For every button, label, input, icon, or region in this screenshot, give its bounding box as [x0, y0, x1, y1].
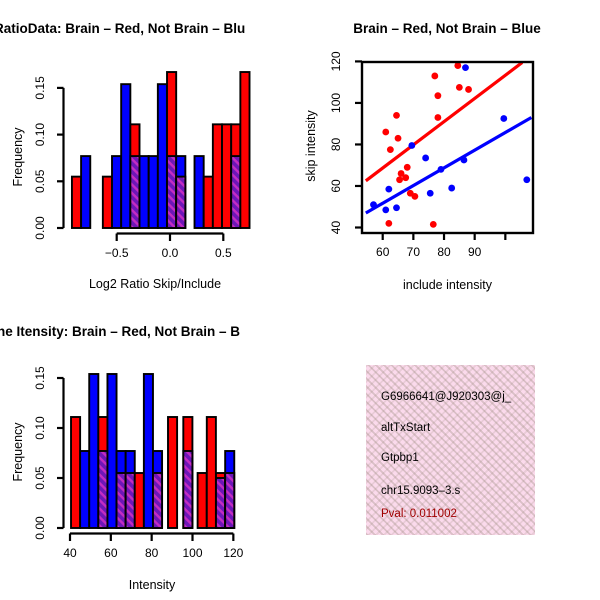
svg-text:0.05: 0.05 [33, 169, 47, 193]
svg-text:60: 60 [104, 546, 118, 560]
svg-text:0.15: 0.15 [33, 76, 47, 100]
scatter-xlabel: include intensity [403, 278, 492, 292]
svg-text:90: 90 [468, 245, 482, 259]
svg-text:40: 40 [63, 546, 77, 560]
svg-text:70: 70 [407, 245, 421, 259]
svg-text:80: 80 [145, 546, 159, 560]
svg-text:80: 80 [329, 137, 343, 151]
hist-intensity-xlabel: Intensity [128, 578, 176, 592]
scatter-title: Brain – Red, Not Brain – Blue [353, 21, 541, 36]
svg-text:0.15: 0.15 [33, 366, 47, 390]
scatter-ylabel: skip intensity [304, 110, 318, 182]
svg-text:−0.5: −0.5 [105, 246, 129, 260]
svg-text:60: 60 [329, 179, 343, 193]
svg-text:0.00: 0.00 [33, 516, 47, 540]
svg-text:100: 100 [329, 93, 343, 113]
svg-text:0.10: 0.10 [33, 123, 47, 147]
svg-text:0.0: 0.0 [162, 246, 179, 260]
svg-text:80: 80 [437, 245, 451, 259]
hist-intensity-ylabel: Frequency [11, 422, 25, 482]
svg-text:100: 100 [182, 546, 202, 560]
info-line-event-type: altTxStart [381, 422, 431, 434]
svg-text:60: 60 [376, 245, 390, 259]
info-line-locus: chr15.9093–3.s [381, 485, 461, 497]
hist-ratio-xlabel: Log2 Ratio Skip/Include [88, 277, 222, 291]
svg-text:0.00: 0.00 [33, 216, 47, 240]
info-line-pval: Pval: 0.011002 [381, 508, 457, 520]
hist-ratio-title: RatioData: Brain – Red, Not Brain – Blu [0, 21, 246, 36]
svg-text:0.05: 0.05 [33, 466, 47, 490]
svg-text:120: 120 [223, 546, 243, 560]
info-line-gene: Gtpbp1 [381, 452, 419, 464]
svg-text:40: 40 [329, 221, 343, 235]
hist-intensity-title: ne Itensity: Brain – Red, Not Brain – B [0, 324, 241, 339]
info-line-probe-id: G6966641@J920303@j_ [381, 391, 512, 403]
svg-text:0.10: 0.10 [33, 416, 47, 440]
svg-text:120: 120 [329, 51, 343, 71]
hist-ratio-ylabel: Frequency [11, 127, 25, 187]
svg-text:0.5: 0.5 [215, 246, 232, 260]
info-box: G6966641@J920303@j_ altTxStart Gtpbp1 ch… [366, 365, 535, 535]
